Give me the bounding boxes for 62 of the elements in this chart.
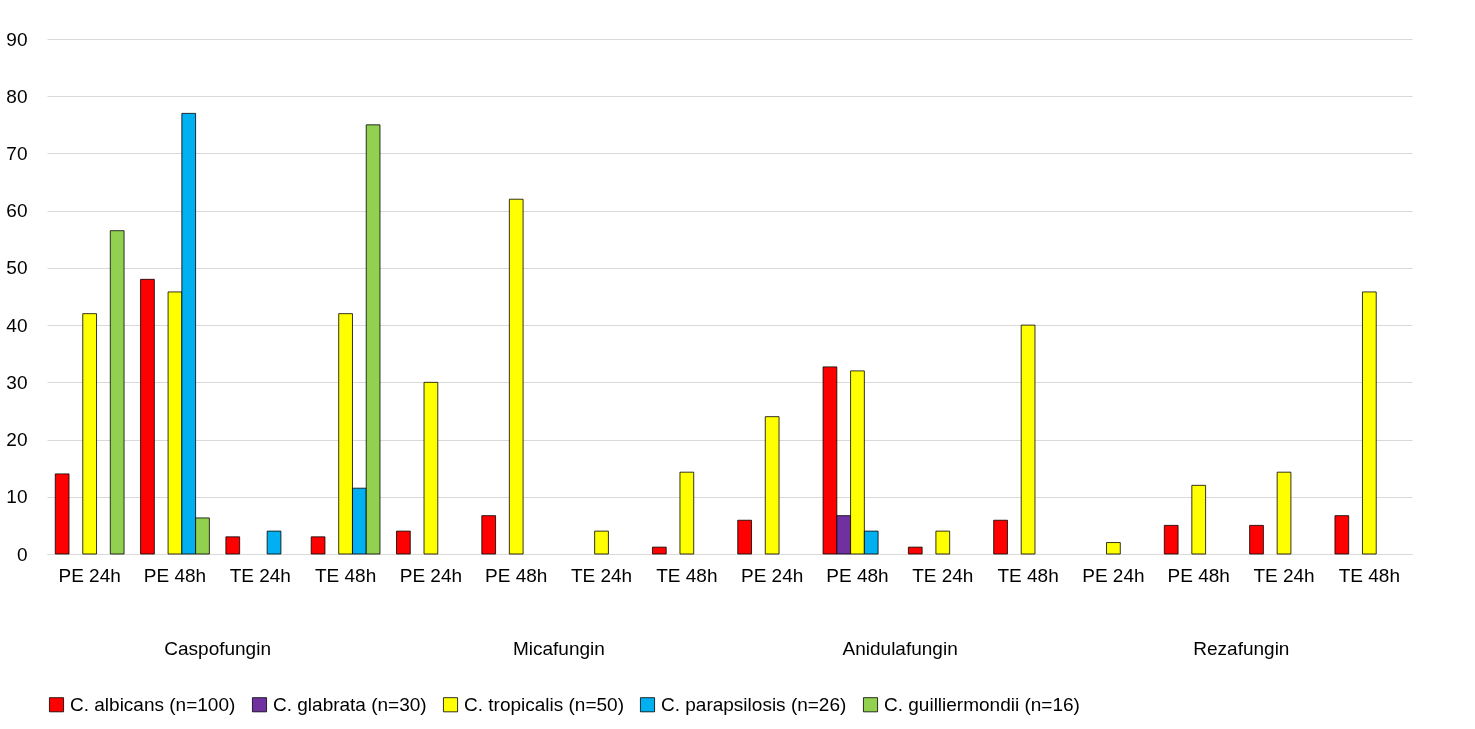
y-tick-label: 10 bbox=[6, 486, 28, 508]
y-tick-label: 60 bbox=[6, 200, 28, 222]
text: Anidulafungin bbox=[842, 638, 958, 659]
x-tick-label: PE 24h bbox=[1082, 564, 1145, 586]
x-tick-label: PE 24h bbox=[399, 564, 463, 586]
x-tick-label: PE 48h bbox=[1167, 564, 1230, 586]
bar bbox=[737, 519, 752, 555]
bar bbox=[652, 546, 667, 555]
bar bbox=[1191, 484, 1206, 555]
y-tick-label: 90 bbox=[6, 28, 28, 50]
x-tick-label: TE 48h bbox=[997, 564, 1059, 586]
bar bbox=[679, 471, 695, 555]
bar bbox=[266, 530, 282, 555]
x-tick-label: PE 48h bbox=[826, 564, 889, 586]
bar bbox=[764, 416, 780, 555]
bar bbox=[1276, 471, 1292, 555]
bar bbox=[907, 546, 923, 555]
x-tick-label: TE 24h bbox=[1253, 564, 1315, 586]
bar bbox=[993, 519, 1008, 555]
x-tick-label: TE 48h bbox=[1338, 564, 1400, 586]
x-tick-label: PE 24h bbox=[740, 564, 804, 586]
bar bbox=[54, 473, 70, 555]
bar bbox=[1249, 524, 1264, 555]
y-tick-label: 70 bbox=[6, 142, 28, 164]
x-tick-label: TE 48h bbox=[314, 564, 377, 586]
bar bbox=[481, 515, 496, 555]
legend-label: C. glabrata (n=30) bbox=[273, 693, 427, 715]
x-tick-label: TE 24h bbox=[229, 564, 291, 586]
y-tick-label: 20 bbox=[6, 429, 28, 451]
y-tick-label: 30 bbox=[6, 371, 28, 393]
x-tick-label: TE 24h bbox=[912, 564, 974, 586]
bar bbox=[1362, 291, 1377, 555]
text: Rezafungin bbox=[1193, 638, 1290, 659]
y-tick-label: 40 bbox=[6, 314, 28, 336]
bar bbox=[310, 536, 326, 555]
legend-label: C. guilliermondii (n=16) bbox=[884, 693, 1080, 715]
bar bbox=[82, 313, 97, 555]
bar bbox=[1163, 524, 1179, 555]
bar bbox=[1334, 515, 1350, 555]
bar bbox=[109, 230, 125, 555]
x-tick-label: PE 24h bbox=[58, 564, 121, 586]
bar bbox=[1020, 324, 1036, 555]
bar bbox=[594, 530, 609, 555]
y-tick-label: 80 bbox=[6, 85, 28, 107]
bar bbox=[140, 278, 155, 555]
legend-label: C. parapsilosis (n=26) bbox=[661, 693, 847, 715]
legend-label: C. albicans (n=100) bbox=[70, 693, 236, 715]
x-tick-label: TE 24h bbox=[570, 564, 633, 586]
x-tick-label: TE 48h bbox=[656, 564, 718, 586]
bar bbox=[423, 381, 439, 555]
bar bbox=[508, 198, 524, 555]
text: Caspofungin bbox=[164, 638, 271, 659]
x-tick-label: PE 48h bbox=[143, 564, 207, 586]
bar bbox=[225, 536, 241, 555]
text: Micafungin bbox=[512, 638, 605, 659]
y-tick-label: 50 bbox=[6, 257, 28, 279]
bar bbox=[396, 530, 411, 555]
bar bbox=[935, 530, 951, 555]
legend-label: C. tropicalis (n=50) bbox=[464, 693, 624, 715]
bar bbox=[1106, 542, 1121, 555]
x-tick-label: PE 48h bbox=[485, 564, 548, 586]
y-tick-label: 0 bbox=[16, 543, 28, 565]
